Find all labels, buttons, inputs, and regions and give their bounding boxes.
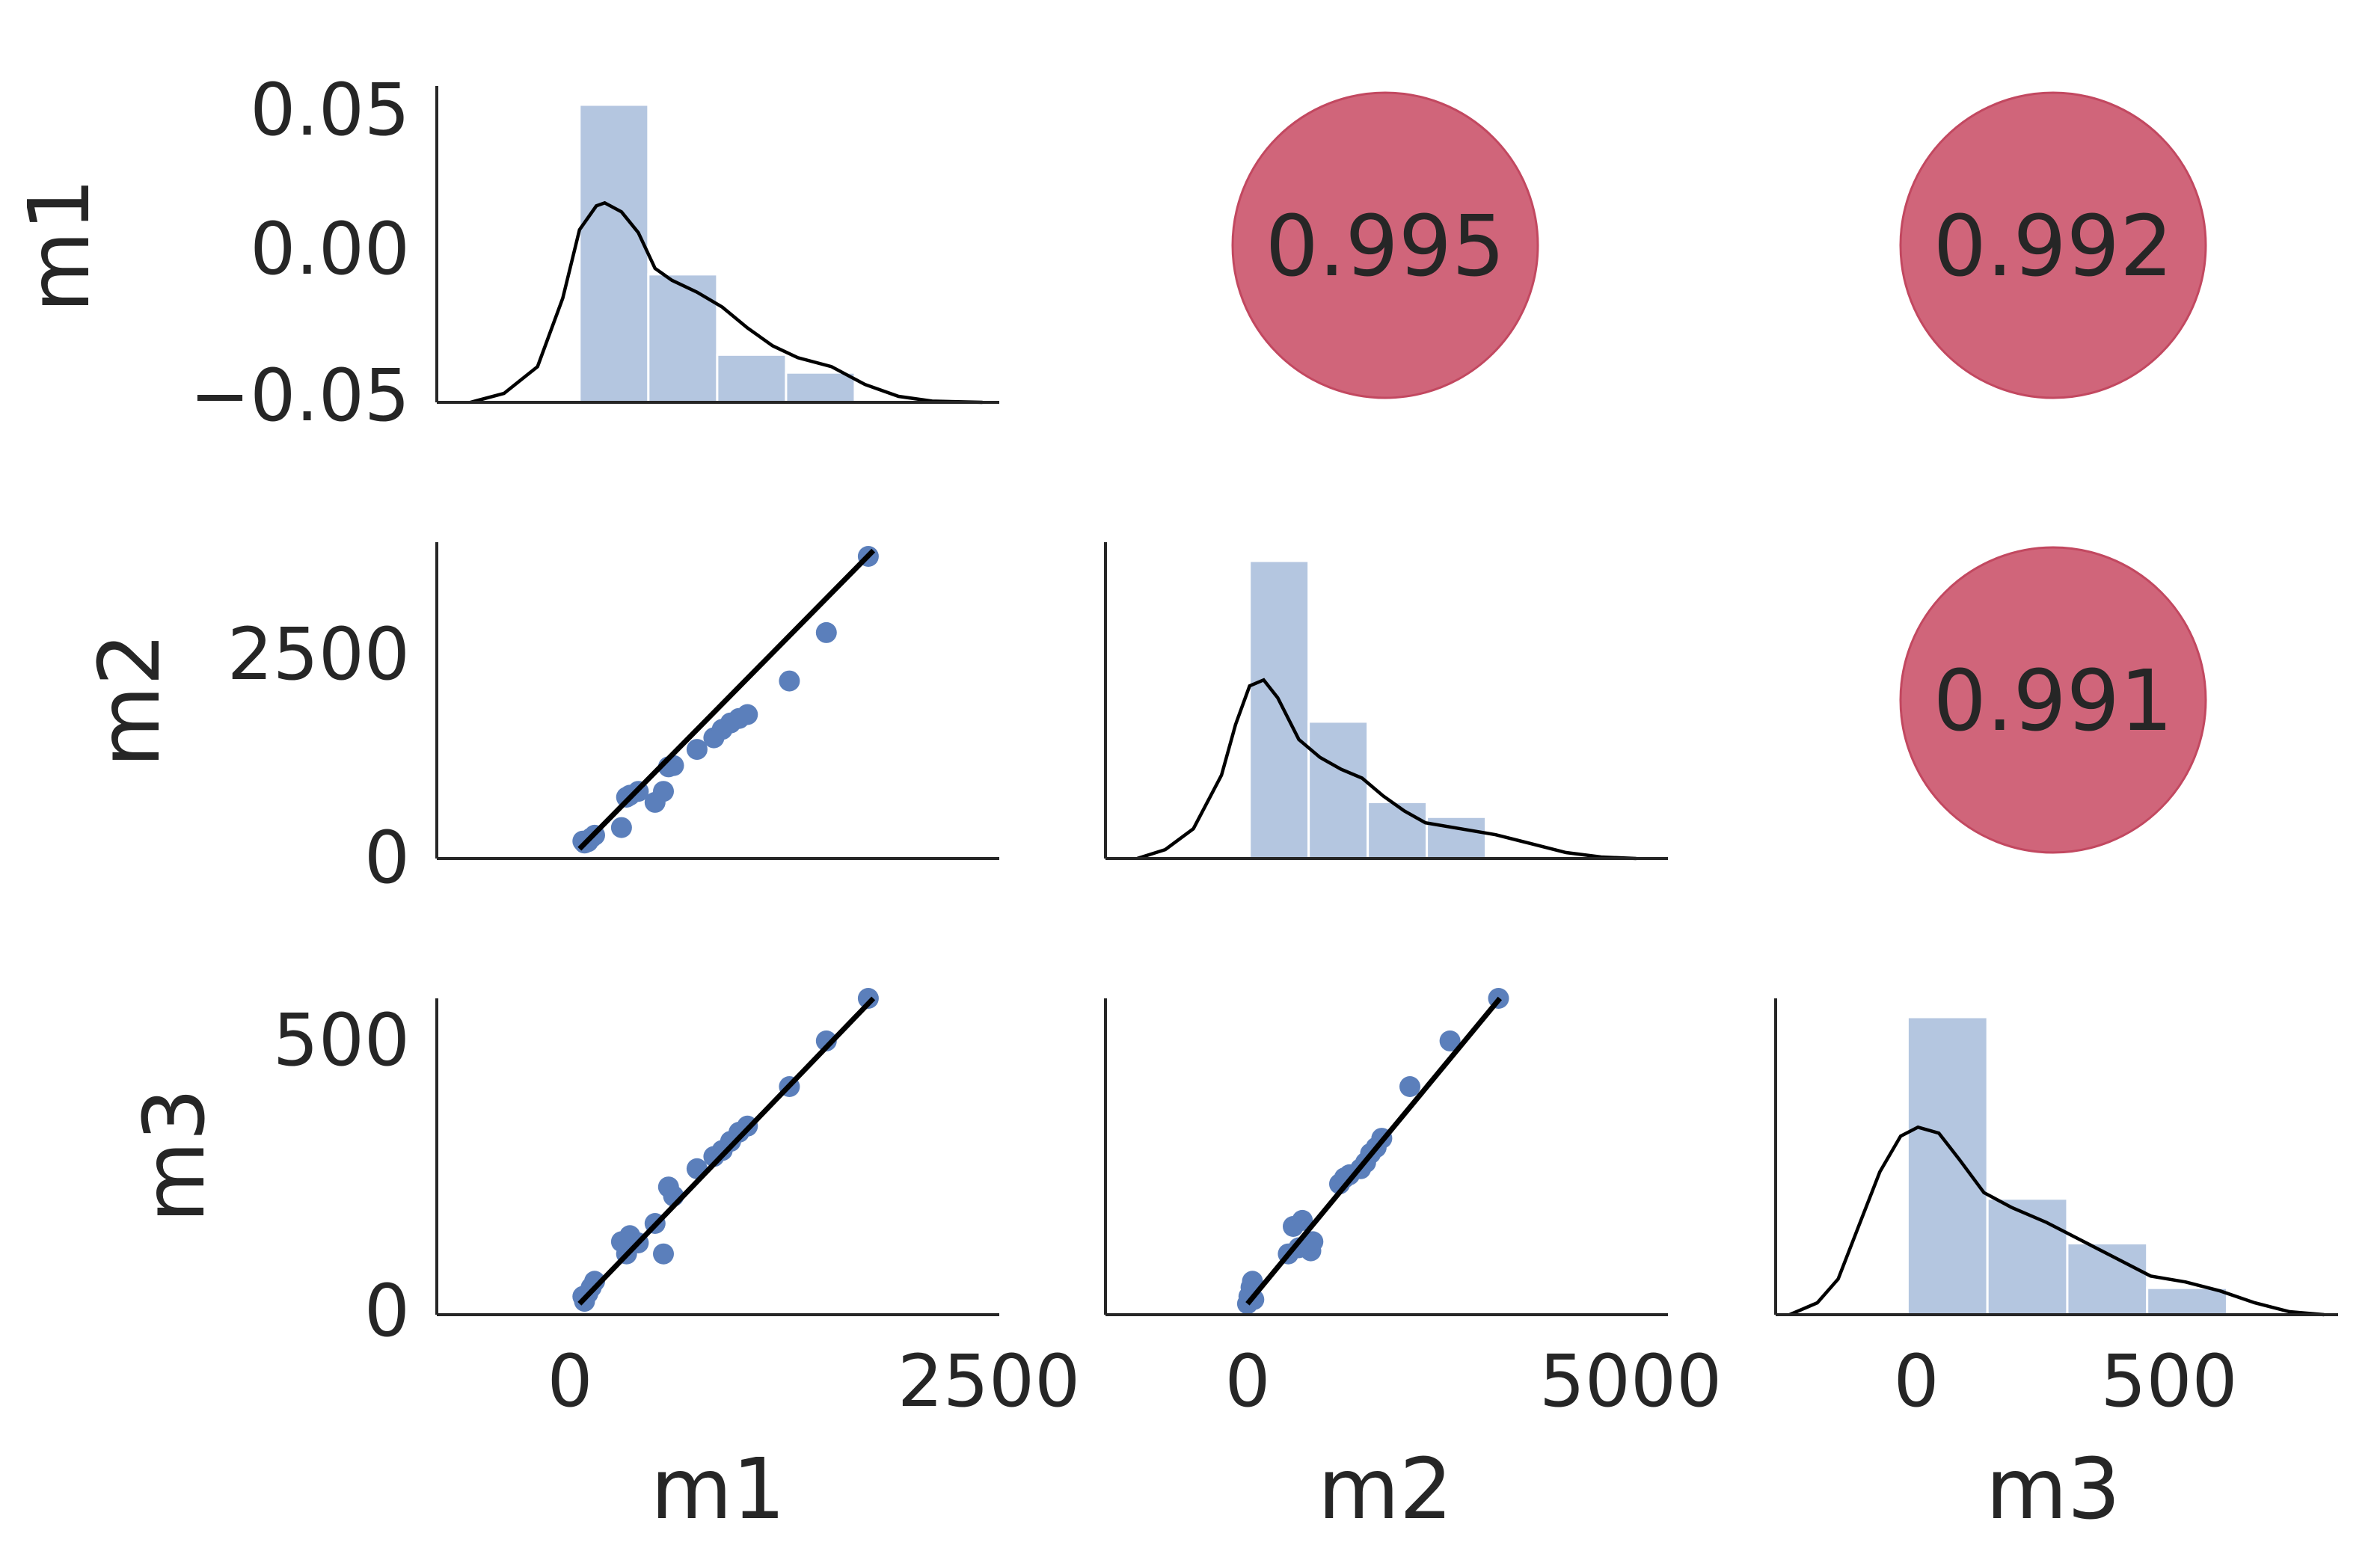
panel-scatter-m3-vs-m1	[435, 988, 999, 1316]
y-tick-m3-1: 500	[273, 998, 410, 1082]
panel-corr-m2-m3: 0.991	[1899, 546, 2207, 854]
regression-line-m3_vs_m2	[1245, 996, 1503, 1306]
x-tick-m3-1: 500	[2100, 1339, 2237, 1423]
hist-bar-m1-0	[578, 103, 650, 404]
corr-value-m1-m3: 0.992	[1933, 198, 2174, 295]
y-tick-m1-2: −0.05	[190, 354, 410, 437]
x-tick-m1-0: 0	[547, 1339, 592, 1423]
hist-bar-m1-3	[785, 371, 856, 404]
scatter-point-m2_vs_m1-13	[686, 739, 708, 761]
scatter-point-m2_vs_m1-10	[653, 781, 674, 802]
panel-scatter-m3-vs-m2	[1104, 988, 1668, 1316]
panel-corr-m1-m2: 0.995	[1231, 91, 1539, 399]
scatter-point-m3_vs_m2-3	[1242, 1271, 1263, 1292]
hist-bar-m3-1	[1986, 1197, 2069, 1316]
corr-circle-m2-m3	[1899, 546, 2207, 854]
corr-value-m2-m3: 0.991	[1933, 653, 2174, 750]
y-axis-label-m2: m2	[82, 633, 179, 767]
scatter-point-m3_vs_m1-10	[653, 1243, 674, 1265]
x-axis-label-m3: m3	[1986, 1441, 2120, 1538]
y-axis-label-m1: m1	[11, 178, 108, 313]
panel-hist-m3	[1774, 998, 2338, 1317]
x-tick-m2-1: 5000	[1539, 1339, 1722, 1423]
kde-curve-m3	[1788, 1125, 2325, 1317]
scatter-point-m2_vs_m1-20	[815, 621, 837, 643]
scatter-point-m3_vs_m2-19	[1399, 1076, 1420, 1097]
scatter-point-m3_vs_m1-20	[815, 1030, 837, 1051]
hist-bar-m3-0	[1906, 1016, 1989, 1316]
y-tick-m2-1: 2500	[227, 612, 410, 696]
hist-bar-m1-2	[716, 353, 788, 404]
scatter-point-m3_vs_m2-20	[1439, 1030, 1461, 1051]
hist-bar-m2-1	[1307, 720, 1370, 860]
hist-bar-m3-3	[2146, 1286, 2228, 1316]
y-tick-m1-0: 0.05	[250, 68, 410, 152]
x-tick-m2-0: 0	[1224, 1339, 1270, 1423]
hist-bar-m1-1	[647, 273, 719, 404]
corr-value-m1-m2: 0.995	[1266, 198, 1506, 295]
x-tick-m1-1: 2500	[898, 1339, 1080, 1423]
x-axis-label-m1: m1	[651, 1441, 785, 1538]
x-tick-m3-0: 0	[1893, 1339, 1939, 1423]
y-tick-m3-0: 0	[364, 1269, 410, 1353]
scatter-point-m3_vs_m1-21	[857, 988, 879, 1009]
panel-hist-m2	[1104, 542, 1668, 861]
regression-line-m2_vs_m1	[577, 548, 876, 851]
scatter-point-m2_vs_m1-5	[610, 817, 632, 838]
kde-curve-m2	[1136, 678, 1637, 861]
hist-bar-m2-0	[1248, 559, 1310, 860]
scatter-point-m2_vs_m1-19	[779, 670, 800, 692]
scatter-point-m2_vs_m1-18	[737, 704, 758, 725]
scatter-point-m3_vs_m2-8	[1292, 1209, 1313, 1231]
scatter-point-m3_vs_m1-4	[584, 1271, 605, 1292]
hist-bar-m2-2	[1367, 800, 1429, 860]
kde-curve-m1	[470, 200, 983, 405]
y-tick-m2-0: 0	[364, 816, 410, 900]
panel-scatter-m2-vs-m1	[435, 542, 999, 860]
panel-corr-m1-m3: 0.992	[1899, 91, 2207, 399]
corr-circle-m1-m3	[1899, 91, 2207, 399]
scatter-point-m3_vs_m2-10	[1302, 1231, 1324, 1253]
corr-circle-m1-m2	[1231, 91, 1539, 399]
x-axis-label-m2: m2	[1318, 1441, 1453, 1538]
y-tick-m1-1: 0.00	[250, 207, 410, 291]
regression-line-m3_vs_m1	[577, 996, 876, 1306]
y-axis-label-m3: m3	[126, 1088, 224, 1223]
panel-hist-m1	[435, 86, 999, 405]
